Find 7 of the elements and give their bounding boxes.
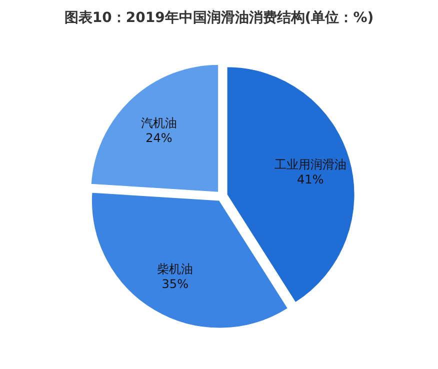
slice-label: 工业用润滑油 — [274, 157, 346, 172]
slice-label: 汽机油 — [140, 116, 177, 130]
data-label: 24% — [146, 130, 172, 145]
data-label: 41% — [297, 172, 324, 186]
slice-label: 柴机油 — [157, 262, 194, 276]
chart-title: 图表10：2019年中国润滑油消费结构(单位：%) — [64, 9, 374, 26]
data-label: 35% — [162, 277, 188, 292]
